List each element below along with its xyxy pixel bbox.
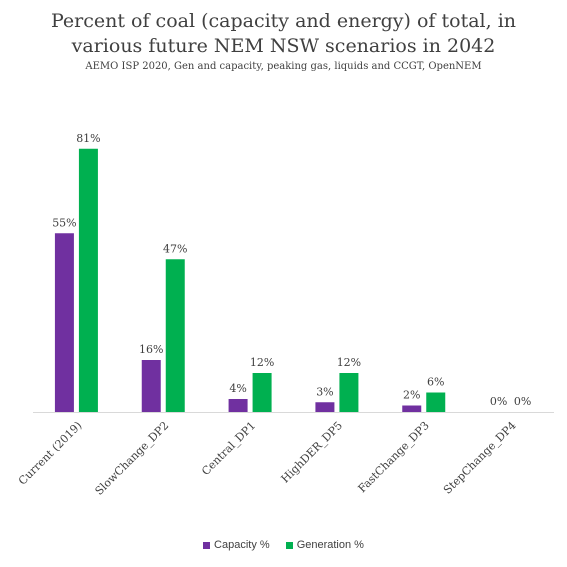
data-label-generation-5: 0% [514,395,531,408]
category-label-3: HighDER_DP5 [279,419,346,486]
bar-generation-4 [426,392,446,412]
data-label-capacity-5: 0% [490,395,507,408]
category-label-2: Central_DP1 [199,419,258,478]
bar-generation-1 [165,259,185,412]
data-label-capacity-4: 2% [403,389,420,402]
chart-subtitle: AEMO ISP 2020, Gen and capacity, peaking… [85,61,482,72]
data-label-generation-1: 47% [163,242,187,255]
bar-generation-0 [78,148,98,412]
data-label-capacity-1: 16% [139,343,163,356]
data-label-generation-3: 12% [337,356,361,369]
data-label-capacity-0: 55% [52,216,76,229]
bar-capacity-1 [141,360,161,412]
category-label-4: FastChange_DP3 [356,419,432,495]
bar-capacity-0 [54,233,74,412]
data-label-generation-4: 6% [427,376,444,389]
legend-swatch-capacity [203,541,211,549]
bar-generation-2 [252,373,272,412]
bar-capacity-2 [228,399,248,412]
legend-item-generation: Generation % [285,539,364,551]
data-label-generation-0: 81% [76,132,100,145]
legend-swatch-generation [285,541,293,549]
legend-label-capacity: Capacity % [214,539,270,551]
data-label-capacity-3: 3% [316,385,333,398]
legend: Capacity % Generation % [0,539,567,551]
data-label-capacity-2: 4% [229,382,246,395]
legend-item-capacity: Capacity % [203,539,270,551]
bar-capacity-4 [402,405,422,412]
chart-title-line-1: Percent of coal (capacity and energy) of… [50,10,517,32]
category-label-0: Current (2019) [16,419,85,488]
data-label-generation-2: 12% [250,356,274,369]
bar-generation-3 [339,373,359,412]
chart-title-line-2: various future NEM NSW scenarios in 2042 [71,35,496,57]
category-label-1: SlowChange_DP2 [93,419,172,498]
bar-capacity-3 [315,402,335,412]
category-label-5: StepChange_DP4 [441,419,519,497]
legend-label-generation: Generation % [296,539,364,551]
